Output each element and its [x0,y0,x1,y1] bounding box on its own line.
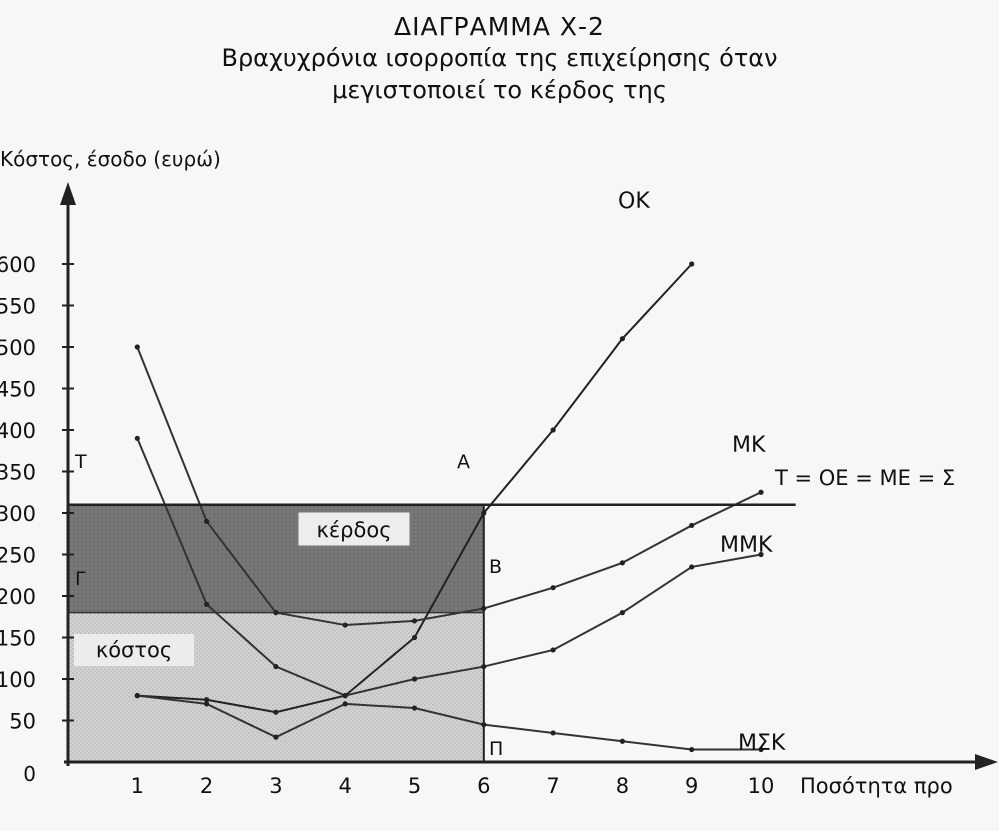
data-point-μμκ [689,564,695,570]
data-point-μκ [689,522,695,529]
data-point-οκ [619,336,626,342]
series-label-msk: ΜΣΚ [738,731,786,756]
data-point-μμκ [550,647,556,653]
data-point-μσκ [758,746,764,753]
y-tick-label: 600 [0,253,36,277]
point-label-g: Γ [75,568,86,590]
data-point-μκ [204,518,210,524]
y-tick-label: 350 [0,461,36,485]
data-point-οκ [481,510,487,516]
y-tick-label: 400 [0,419,36,443]
data-point-μμκ [204,601,210,607]
x-tick-label: 7 [546,774,559,798]
series-line-μσκ [137,694,761,751]
data-point-μμκ [342,693,348,699]
cost-label: κόστος [96,638,172,662]
data-point-μκ [134,344,140,350]
data-point-μσκ [273,734,279,740]
data-point-μμκ [481,663,487,670]
point-label-b: Β [489,556,502,578]
x-axis-arrow [975,754,998,770]
y-tick-label: 550 [0,295,36,319]
profit-label: κέρδος [316,518,391,542]
chart-title: ΔΙΑΓΡΑΜΜΑ Χ-2 [394,12,605,41]
x-tick-label: 3 [269,774,282,798]
region-κέρδος [68,504,484,613]
point-label-p: Π [489,738,503,760]
y-tick-label: 500 [0,336,36,360]
data-point-οκ [204,697,210,703]
series-line-μμκ [136,437,762,697]
x-axis-label: Ποσότητα προ [800,774,953,798]
x-tick-label: 8 [616,774,629,798]
y-tick-label: 450 [0,378,36,402]
cost-label-box [74,634,194,666]
data-point-μκ [758,489,764,495]
data-point-μσκ [619,738,626,744]
profit-label-box [297,511,411,547]
y-axis-arrow [60,182,76,205]
data-point-οκ [689,261,695,267]
data-point-μσκ [689,746,695,753]
data-point-μμκ [273,663,279,670]
series-label-mk: ΜΚ [732,433,766,458]
x-tick-label: 6 [477,774,490,798]
data-point-μσκ [134,693,140,699]
x-tick-label: 4 [339,774,352,798]
y-axis-label: Κόστος, έσοδο (ευρώ) [0,147,221,171]
data-point-οκ [550,427,556,433]
data-point-μσκ [204,701,210,707]
series-label-revenue: Τ = ΟΕ = ΜΕ = Σ [774,466,955,490]
origin-label: 0 [23,762,36,786]
x-tick-label: 5 [408,774,421,798]
series-line-μκ [136,346,762,627]
data-point-μσκ [411,705,418,711]
y-tick-label: 200 [0,585,36,609]
data-point-μσκ [342,701,348,707]
data-point-μμκ [619,610,626,616]
y-tick-label: 150 [0,627,36,651]
series-label-ok: ΟΚ [618,189,650,214]
series-label-mmk: ΜΜΚ [720,533,773,558]
data-point-μκ [342,622,348,628]
x-tick-label: 10 [748,774,775,798]
data-point-μσκ [550,730,556,736]
data-point-μμκ [758,551,764,558]
data-point-μσκ [481,722,487,728]
data-point-μμκ [411,676,418,682]
point-label-a: Α [457,451,470,473]
y-tick-label: 250 [0,544,36,568]
data-point-μκ [619,560,626,566]
x-tick-label: 1 [131,774,144,798]
data-point-μκ [273,610,279,616]
x-tick-label: 2 [200,774,213,798]
data-point-μμκ [134,435,140,441]
point-label-t: Τ [74,451,87,473]
data-point-οκ [273,709,279,715]
y-tick-label: 100 [0,668,36,692]
data-point-μκ [411,618,418,624]
data-point-μκ [481,605,487,612]
y-tick-label: 50 [9,710,36,734]
data-point-οκ [411,634,418,641]
chart-subtitle-line-1: Βραχυχρόνια ισορροπία της επιχείρησης ότ… [221,44,778,72]
x-tick-label: 9 [685,774,698,798]
data-point-μκ [550,585,556,591]
chart-subtitle-line-2: μεγιστοποιεί το κέρδος της [332,76,667,104]
y-tick-label: 300 [0,502,36,526]
